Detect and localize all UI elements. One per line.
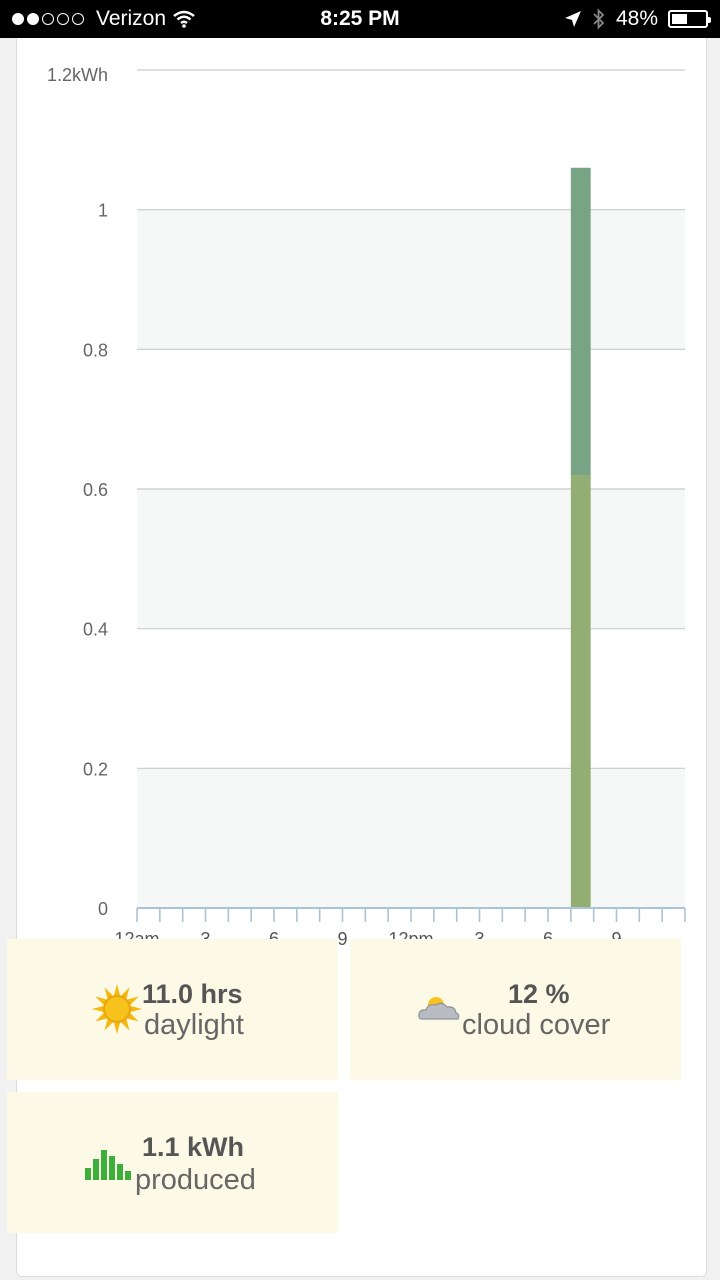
hourly-production-chart: 00.20.40.60.811.2kWh12am36912pm369 — [47, 65, 686, 949]
status-bar: Verizon 8:25 PM 48% — [0, 0, 720, 38]
y-tick-label: 1 — [98, 201, 108, 221]
cloud-cover-tile: 12 % cloud cover — [350, 939, 681, 1080]
status-time: 8:25 PM — [320, 7, 400, 30]
produced-value: 1.1 kWh — [142, 1132, 245, 1162]
battery-percent: 48% — [615, 7, 658, 30]
y-tick-label: 0.4 — [83, 620, 108, 640]
signal-strength-icon — [12, 13, 84, 25]
produced-tile: 1.1 kWh produced — [7, 1092, 338, 1233]
wifi-icon — [173, 10, 195, 28]
bar-segment — [570, 167, 591, 476]
status-left: Verizon — [12, 0, 196, 38]
daylight-value: 11.0 hrs — [142, 979, 243, 1009]
status-right: 48% — [564, 0, 711, 38]
battery-icon — [668, 10, 711, 28]
y-tick-label: 0.6 — [83, 480, 108, 500]
daylight-label: daylight — [144, 1009, 244, 1041]
chart-band — [137, 768, 685, 908]
produced-label: produced — [135, 1164, 256, 1196]
location-arrow-icon — [564, 11, 581, 27]
sun-icon — [92, 984, 142, 1034]
daylight-tile: 11.0 hrs daylight — [7, 939, 338, 1080]
chart-band — [137, 209, 685, 350]
partly-cloudy-icon — [418, 997, 460, 1020]
bar-segment — [570, 475, 591, 908]
carrier-name: Verizon — [96, 7, 167, 30]
y-tick-label: 0.2 — [83, 759, 108, 779]
y-tick-label: 0 — [98, 899, 108, 919]
cloud-cover-label: cloud cover — [462, 1009, 611, 1041]
chart-band — [137, 489, 685, 629]
x-tick-label: 9 — [337, 929, 347, 949]
bar-chart-icon — [85, 1150, 131, 1180]
y-tick-label: 0.8 — [83, 340, 108, 360]
y-axis-unit-label: 1.2kWh — [47, 65, 108, 85]
bluetooth-icon — [593, 8, 605, 30]
cloud-cover-value: 12 % — [508, 979, 570, 1009]
